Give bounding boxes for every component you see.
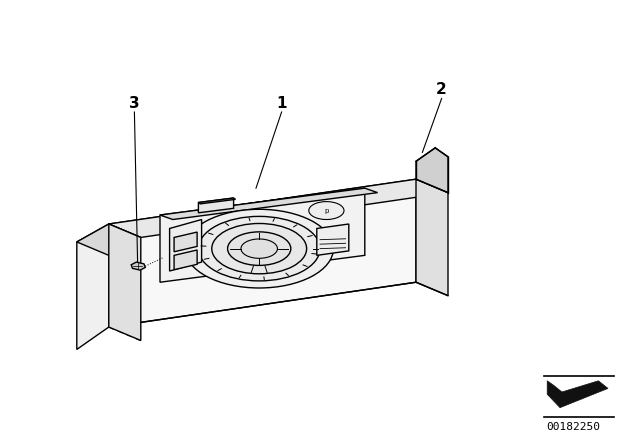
Ellipse shape (308, 202, 344, 220)
Polygon shape (174, 232, 197, 252)
Ellipse shape (228, 232, 291, 265)
Polygon shape (170, 220, 202, 271)
Polygon shape (109, 224, 141, 340)
Text: 00182250: 00182250 (546, 422, 600, 432)
Ellipse shape (241, 239, 278, 258)
Text: 1: 1 (276, 95, 287, 111)
Polygon shape (317, 224, 349, 255)
Polygon shape (77, 224, 109, 349)
Polygon shape (160, 188, 378, 220)
Polygon shape (160, 188, 365, 282)
Text: 3: 3 (129, 95, 140, 111)
Polygon shape (198, 198, 234, 213)
Ellipse shape (212, 224, 307, 274)
Polygon shape (416, 148, 448, 193)
Polygon shape (198, 198, 236, 204)
Ellipse shape (198, 216, 320, 281)
Ellipse shape (185, 209, 333, 288)
Polygon shape (547, 381, 608, 408)
Polygon shape (174, 250, 197, 270)
Polygon shape (109, 179, 448, 237)
Polygon shape (416, 179, 448, 296)
Text: 2: 2 (436, 82, 447, 97)
Polygon shape (131, 262, 145, 270)
Polygon shape (77, 224, 141, 255)
Text: p: p (324, 207, 328, 214)
Polygon shape (109, 179, 416, 327)
